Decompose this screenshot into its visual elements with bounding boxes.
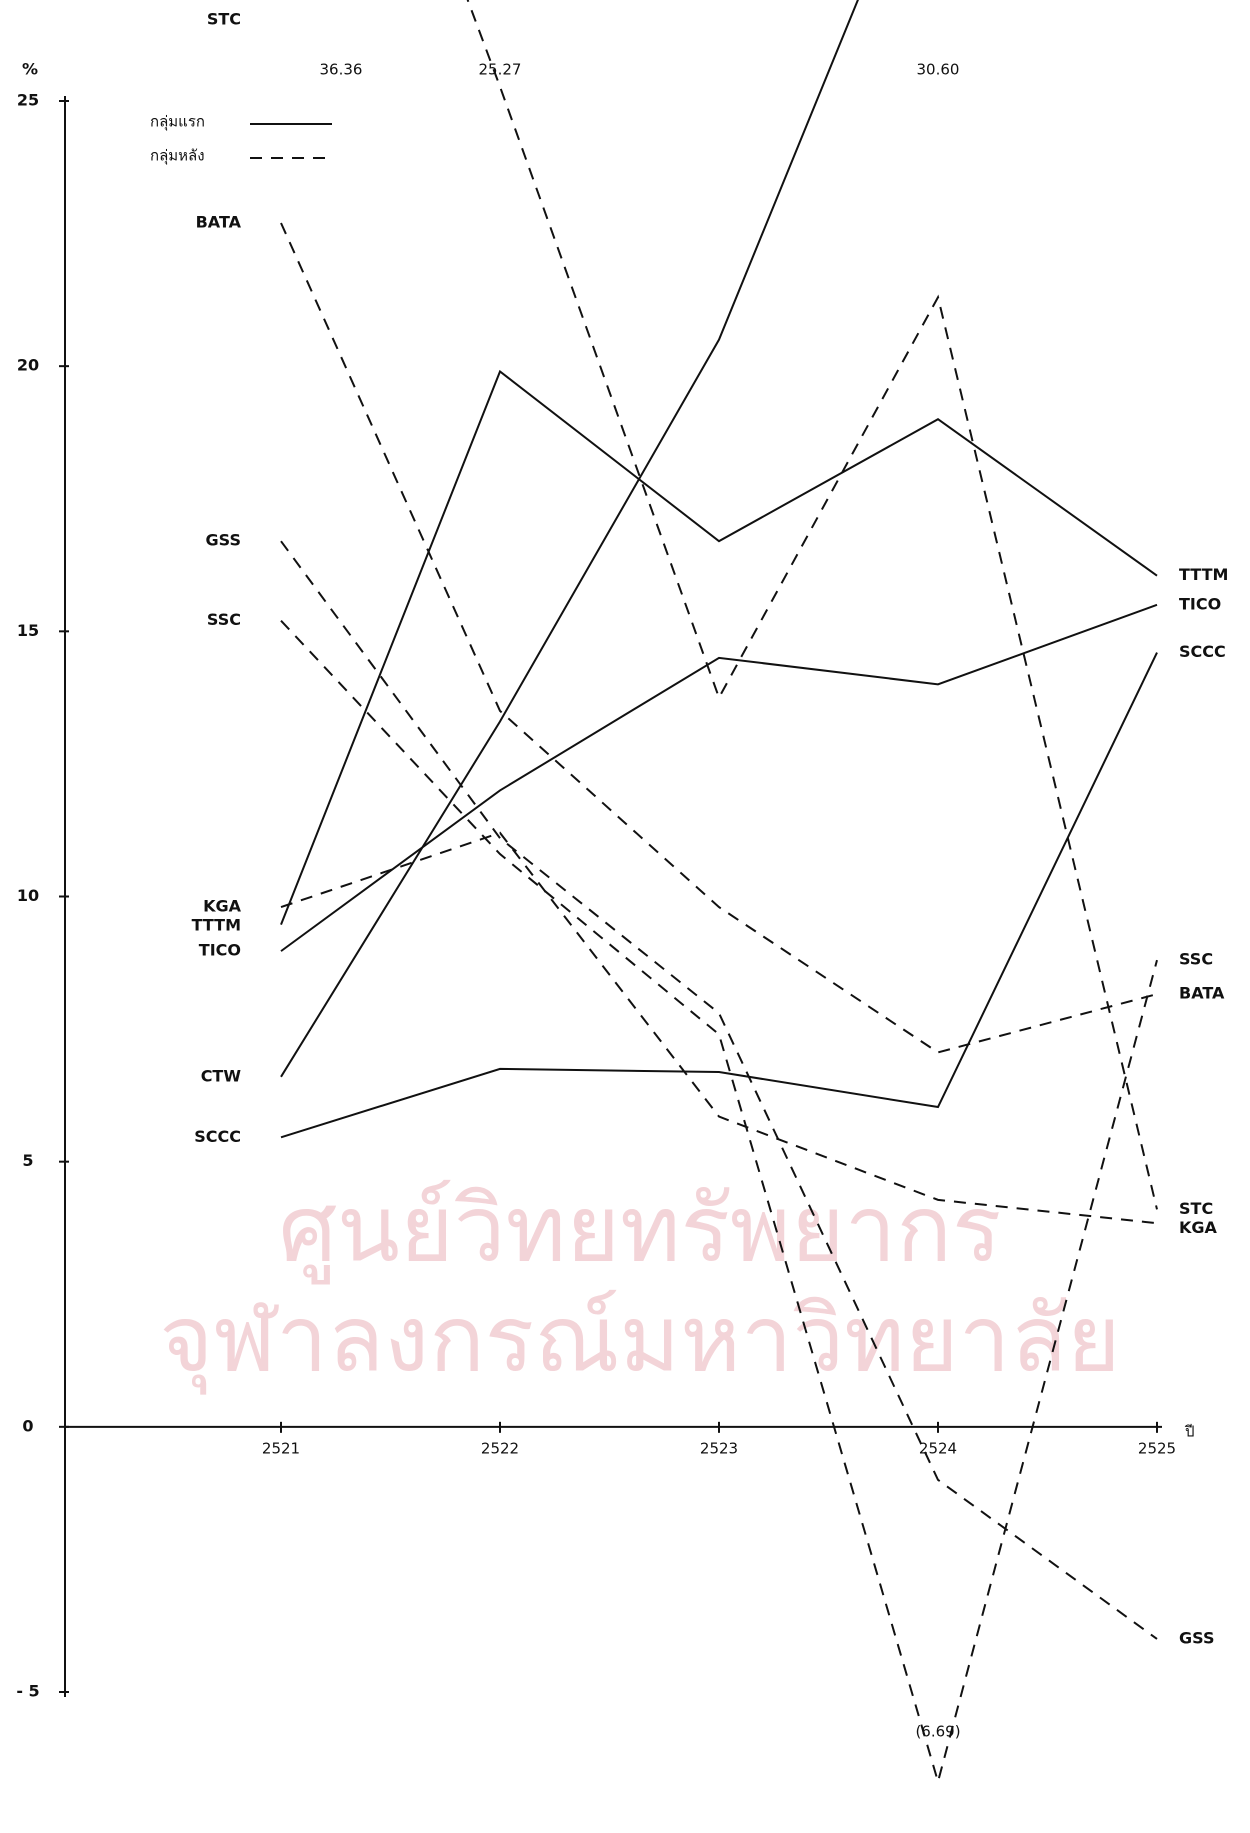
x-tick-label: 2525: [1138, 1439, 1176, 1457]
legend-label: กลุ่มหลัง: [150, 147, 205, 166]
series-name: KGA: [203, 897, 242, 916]
series-line: [281, 223, 1157, 1052]
y-axis-label: %: [22, 60, 38, 79]
y-tick-label: 0: [22, 1416, 33, 1435]
x-tick-label: 2524: [919, 1439, 957, 1457]
series-line: [281, 605, 1157, 951]
value-label: 25.27: [479, 61, 522, 79]
series-name: KGA: [1179, 1218, 1218, 1237]
series-name: STC: [207, 10, 241, 29]
series-name: TTTM: [192, 916, 241, 935]
value-label: 36.36: [320, 61, 363, 79]
y-tick-label: 15: [17, 621, 39, 640]
series-name: GSS: [206, 531, 241, 550]
series-name: TICO: [1179, 594, 1221, 613]
chart: ศูนย์วิทยทรัพยากร จุฬาลงกรณ์มหาวิทยาลัย …: [0, 0, 1250, 1833]
series-name: SSC: [207, 610, 241, 629]
watermark: ศูนย์วิทยทรัพยากร: [279, 1175, 1002, 1284]
y-tick-label: 10: [17, 886, 39, 905]
series-line: [281, 541, 1157, 1639]
series-name: BATA: [196, 212, 242, 231]
x-tick-label: 2523: [700, 1439, 738, 1457]
y-tick-label: 25: [17, 91, 39, 110]
legend-label: กลุ่มแรก: [150, 113, 205, 132]
series-line: [281, 833, 1157, 1223]
series-line: [281, 0, 1157, 1209]
y-tick-label: 5: [22, 1151, 33, 1170]
series-name: GSS: [1179, 1628, 1214, 1647]
series-name: TICO: [199, 941, 241, 960]
series-line: [281, 653, 1157, 1138]
value-label: 30.60: [917, 61, 960, 79]
plot-area: [281, 0, 1157, 1782]
series-name: SCCC: [194, 1127, 241, 1146]
y-tick-label: - 5: [16, 1682, 39, 1701]
series-name: CTW: [201, 1066, 242, 1085]
x-tick-label: 2522: [481, 1439, 519, 1457]
x-tick-label: 2521: [262, 1439, 300, 1457]
series-name: SSC: [1179, 950, 1213, 969]
series-name: SCCC: [1179, 642, 1226, 661]
series-line: [281, 0, 938, 1077]
x-axis-label: ปี: [1184, 1423, 1194, 1441]
watermark: จุฬาลงกรณ์มหาวิทยาลัย: [159, 1285, 1120, 1395]
series-name: BATA: [1179, 984, 1225, 1003]
value-label: (6.69): [915, 1723, 960, 1741]
series-line: [281, 371, 1157, 924]
series-name: TTTM: [1179, 565, 1228, 584]
series-name: STC: [1179, 1199, 1213, 1218]
y-tick-label: 20: [17, 356, 39, 375]
